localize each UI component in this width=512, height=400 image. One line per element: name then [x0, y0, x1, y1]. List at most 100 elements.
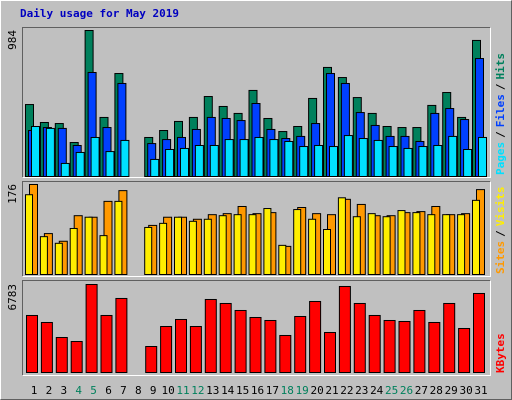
- panel-bevel: [22, 280, 491, 376]
- bar: [144, 226, 153, 275]
- bar: [427, 214, 436, 275]
- x-tick-label: 19: [296, 384, 309, 397]
- bar: [224, 139, 234, 177]
- y-tick-label: 176: [6, 184, 19, 204]
- bar: [90, 136, 100, 178]
- bar: [472, 199, 480, 276]
- bar: [279, 334, 292, 374]
- bar: [70, 340, 83, 374]
- x-tick-label: 24: [370, 384, 384, 397]
- legend-entry: Sites: [494, 241, 507, 274]
- bar: [189, 325, 202, 373]
- bar: [85, 284, 98, 373]
- bar: [248, 214, 257, 275]
- x-tick-label: 9: [150, 384, 157, 397]
- x-tick-label: 13: [206, 384, 219, 397]
- panel-bevel: [22, 181, 491, 277]
- bar: [194, 144, 204, 177]
- x-tick-label: 20: [310, 384, 323, 397]
- x-tick-label: 12: [191, 384, 204, 397]
- bar: [239, 139, 249, 177]
- panel-bevel: [22, 280, 491, 376]
- bar: [338, 285, 351, 373]
- x-tick-label: 2: [46, 384, 53, 397]
- bar: [218, 215, 227, 275]
- bar: [294, 315, 307, 373]
- bar: [219, 302, 232, 373]
- x-tick-label: 18: [281, 384, 294, 397]
- y-tick-label: 984: [6, 30, 19, 50]
- bar: [45, 127, 55, 178]
- panel-bevel: [22, 27, 491, 178]
- x-tick-label: 16: [251, 384, 264, 397]
- bar: [309, 300, 322, 373]
- bar: [120, 139, 130, 178]
- bar: [234, 309, 247, 374]
- bar: [463, 148, 473, 178]
- bar: [388, 146, 398, 178]
- x-tick-label: 30: [459, 384, 472, 397]
- x-tick-label: 21: [325, 384, 338, 397]
- bar: [263, 208, 272, 275]
- bar: [373, 139, 383, 178]
- bar: [40, 321, 53, 373]
- legend-separator: /: [494, 83, 507, 90]
- bar: [343, 135, 353, 177]
- bar: [105, 151, 115, 177]
- x-tick-label: 8: [135, 384, 142, 397]
- bar: [233, 214, 242, 275]
- bar: [269, 139, 279, 177]
- legend-entry: KBytes: [494, 333, 507, 373]
- bar: [25, 194, 33, 276]
- x-tick-label: 15: [236, 384, 249, 397]
- bar: [382, 216, 391, 276]
- bar: [204, 298, 217, 374]
- bar: [165, 148, 175, 178]
- bar: [353, 302, 366, 373]
- bar: [31, 125, 40, 178]
- x-tick-label: 31: [474, 384, 487, 397]
- bar: [443, 302, 456, 373]
- chart-title: Daily usage for May 2019: [20, 7, 179, 20]
- legend-separator: /: [494, 131, 507, 138]
- bar: [433, 144, 443, 177]
- bar: [428, 321, 441, 373]
- x-tick-label: 29: [445, 384, 458, 397]
- bar: [159, 222, 168, 275]
- x-tick-label: 26: [400, 384, 413, 397]
- bar: [403, 147, 413, 178]
- y-tick-label: 6783: [6, 284, 19, 311]
- x-tick-label: 4: [75, 384, 82, 397]
- bar: [284, 140, 294, 177]
- legend-entry: Pages: [494, 142, 507, 175]
- bar: [188, 220, 197, 275]
- bar: [442, 214, 451, 275]
- x-tick-label: 10: [161, 384, 174, 397]
- legend: KBytes: [494, 333, 507, 373]
- panel-bevel: [22, 27, 491, 178]
- bar: [55, 336, 68, 373]
- bar: [324, 331, 336, 373]
- legend: Sites / Visits: [494, 187, 507, 275]
- x-tick-label: 5: [90, 384, 97, 397]
- x-tick-label: 17: [266, 384, 279, 397]
- bar: [412, 212, 421, 275]
- bar: [160, 325, 173, 373]
- x-tick-label: 1: [31, 384, 38, 397]
- x-tick-label: 22: [340, 384, 353, 397]
- bar: [84, 216, 93, 276]
- bar: [337, 197, 346, 275]
- panel-bevel: [22, 181, 491, 277]
- bar: [39, 236, 48, 275]
- bar: [413, 309, 426, 374]
- bar: [278, 244, 287, 276]
- x-tick-label: 3: [60, 384, 67, 397]
- x-tick-label: 25: [385, 384, 398, 397]
- bar: [114, 200, 123, 275]
- bar: [448, 135, 458, 177]
- x-tick-label: 11: [176, 384, 189, 397]
- bar: [358, 138, 368, 178]
- legend-entry: Visits: [494, 187, 507, 227]
- x-tick-label: 27: [415, 384, 428, 397]
